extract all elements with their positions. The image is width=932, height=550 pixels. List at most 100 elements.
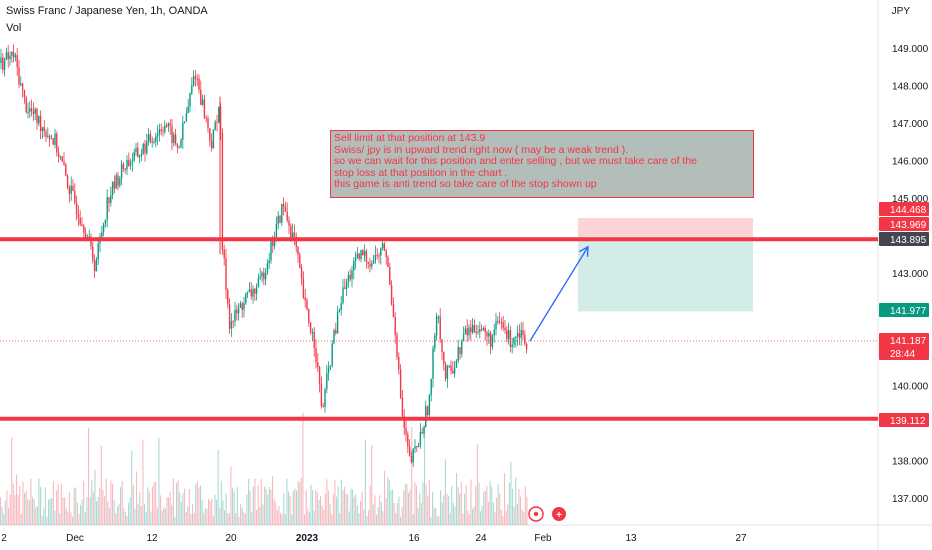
candle-body	[315, 347, 317, 363]
volume-bar	[380, 502, 382, 525]
candle-body	[484, 328, 486, 333]
volume-bar	[451, 486, 453, 525]
volume-bar	[219, 507, 221, 525]
volume-bar	[257, 485, 259, 525]
candle-body	[84, 232, 87, 239]
volume-bar	[513, 507, 515, 525]
take-profit-zone[interactable]	[578, 236, 753, 312]
candle-body	[129, 162, 132, 166]
candle-body	[167, 123, 170, 127]
candle-body	[327, 367, 330, 373]
volume-bar	[275, 502, 277, 525]
volume-bar	[459, 493, 461, 525]
volume-bar	[33, 499, 35, 525]
volume-bar	[208, 498, 210, 525]
volume-bar	[344, 486, 346, 525]
candle-body	[486, 332, 488, 337]
candle-body	[246, 291, 249, 294]
volume-bar	[166, 497, 168, 525]
volume-bar	[216, 499, 218, 525]
candle-body	[324, 389, 326, 407]
volume-bar	[268, 487, 270, 525]
y-tick-label: 148.000	[892, 82, 929, 93]
volume-bar	[152, 486, 154, 525]
candle-body	[250, 289, 252, 297]
volume-bar	[420, 503, 422, 525]
volume-bar	[6, 490, 8, 525]
volume-bar	[348, 511, 350, 525]
volume-bar	[88, 427, 90, 525]
volume-bar	[73, 487, 75, 525]
price-badge-label: 143.969	[890, 220, 927, 231]
volume-label[interactable]: Vol	[6, 22, 22, 34]
volume-bar	[46, 516, 48, 525]
volume-bar	[332, 493, 334, 525]
candle-body	[263, 272, 265, 280]
candle-body	[302, 278, 305, 298]
candle-body	[176, 143, 179, 148]
candle-body	[322, 405, 324, 407]
candle-body	[88, 236, 90, 238]
candle-body	[299, 254, 301, 268]
candle-body	[225, 257, 227, 290]
volume-bar	[412, 514, 414, 525]
candle-body	[227, 289, 229, 305]
volume-bar	[288, 491, 290, 525]
volume-bar	[464, 493, 466, 525]
candle-body	[387, 256, 389, 267]
volume-bar	[507, 504, 509, 525]
volume-bar	[48, 499, 50, 525]
event-marker-dot	[533, 511, 539, 517]
candle-body	[191, 85, 193, 94]
volume-bar	[401, 507, 403, 525]
annotation-note[interactable]: Sell limit at that position at 143.9 Swi…	[330, 130, 754, 198]
symbol-title[interactable]: Swiss Franc / Japanese Yen, 1h, OANDA	[6, 5, 208, 17]
volume-bar	[246, 494, 248, 525]
volume-bar	[457, 487, 459, 525]
plot-area[interactable]	[0, 0, 878, 525]
x-tick-label: Feb	[534, 533, 552, 544]
candle-body	[342, 287, 344, 304]
event-marker[interactable]	[552, 507, 566, 521]
price-badge	[879, 346, 929, 360]
stop-loss-zone[interactable]	[578, 217, 753, 237]
volume-bar	[315, 490, 317, 525]
candle-body	[83, 226, 85, 233]
candle-body	[113, 181, 116, 189]
volume-bar	[512, 488, 514, 525]
volume-bar	[291, 514, 293, 525]
candle-body	[288, 220, 290, 226]
volume-bar	[488, 501, 490, 525]
candle-body	[383, 243, 386, 251]
candle-body	[434, 335, 436, 349]
candle-body	[435, 316, 438, 336]
projection-arrow[interactable]	[529, 246, 589, 342]
candle-body	[358, 253, 360, 260]
volume-bar	[230, 467, 232, 525]
volume-bar	[120, 487, 122, 525]
volume-bar	[312, 489, 314, 525]
candle-body	[399, 369, 402, 398]
volume-bar	[195, 484, 197, 525]
volume-bar	[171, 504, 173, 525]
volume-bar	[500, 509, 502, 525]
volume-bar	[523, 511, 525, 525]
candle-body	[297, 246, 299, 255]
candle-body	[122, 164, 125, 169]
volume-bar	[92, 491, 94, 525]
volume-bar	[60, 483, 62, 525]
volume-bar	[241, 507, 243, 525]
candle-body	[282, 203, 285, 207]
volume-bar	[83, 480, 85, 525]
volume-bar	[492, 502, 494, 525]
volume-bar	[192, 503, 194, 525]
volume-bar	[179, 492, 181, 525]
volume-bar	[252, 486, 254, 525]
candle-body	[27, 111, 29, 113]
candle-body	[92, 246, 94, 261]
volume-bar	[449, 512, 451, 525]
volume-bar	[209, 501, 211, 525]
candle-body	[264, 272, 267, 280]
candle-body	[102, 223, 105, 233]
